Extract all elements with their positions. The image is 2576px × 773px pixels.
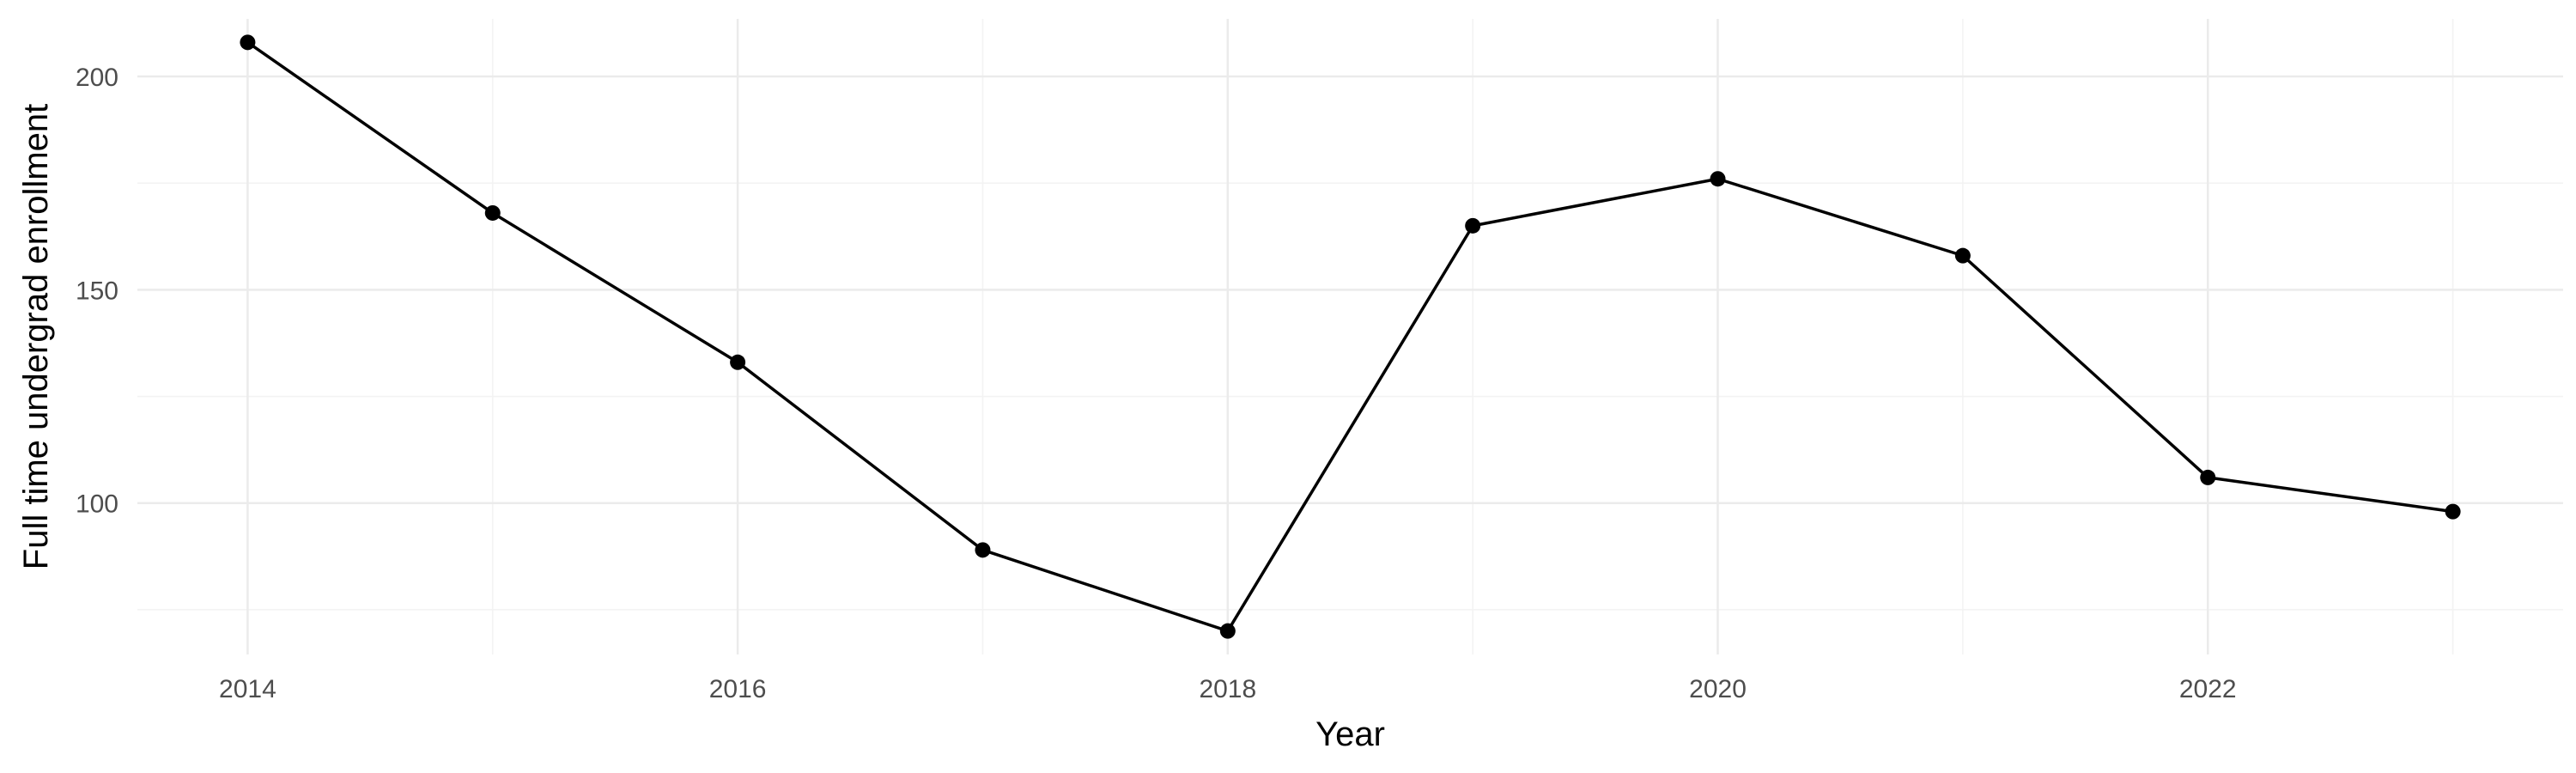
data-point (730, 354, 746, 370)
x-axis-tick-labels: 2014 2016 2018 2020 2022 (219, 675, 2237, 703)
x-tick-label: 2016 (709, 675, 767, 703)
x-axis-title: Year (1315, 715, 1385, 753)
x-tick-label: 2014 (219, 675, 276, 703)
y-axis-tick-labels: 100 150 200 (76, 64, 118, 519)
data-point (2200, 469, 2216, 485)
x-tick-label: 2018 (1199, 675, 1256, 703)
data-point (1465, 217, 1481, 234)
series-line (246, 40, 2455, 633)
data-point (1954, 247, 1971, 264)
data-point (484, 204, 501, 221)
data-point (975, 542, 991, 558)
major-gridlines (137, 19, 2563, 654)
y-tick-label: 200 (76, 64, 118, 92)
data-point (1219, 623, 1236, 639)
data-point (1710, 171, 1726, 187)
y-axis-title: Full time undergrad enrollment (17, 104, 55, 569)
minor-gridlines (137, 19, 2563, 654)
x-tick-label: 2020 (1689, 675, 1747, 703)
y-tick-label: 150 (76, 277, 118, 305)
data-point (2445, 503, 2461, 520)
data-series (240, 34, 2461, 639)
x-tick-label: 2022 (2179, 675, 2237, 703)
data-point (240, 34, 256, 51)
y-tick-label: 100 (76, 490, 118, 519)
